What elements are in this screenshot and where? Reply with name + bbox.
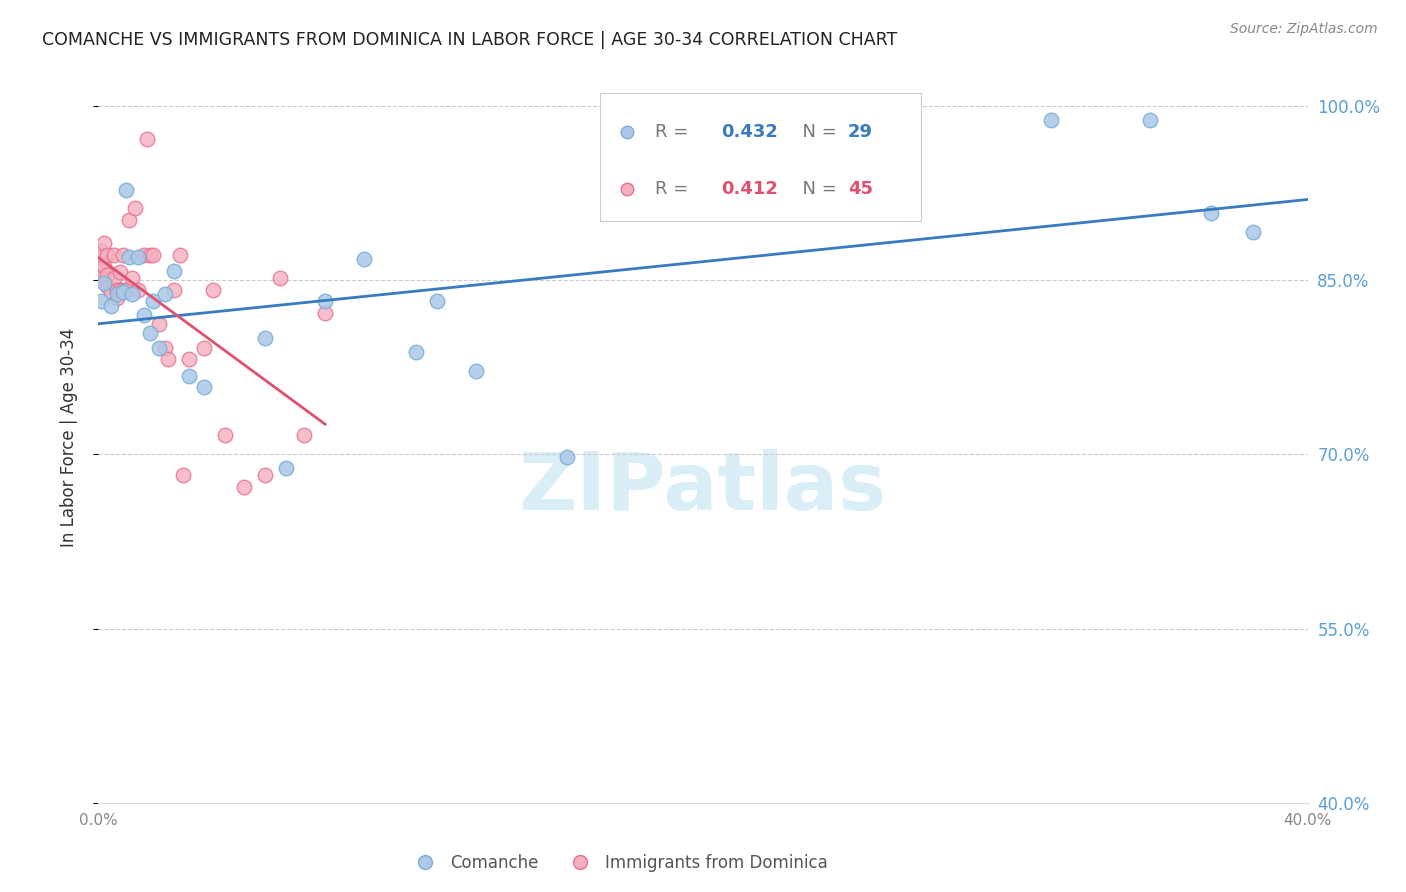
Point bbox=[90, 294, 112, 309]
Point bbox=[135, 131, 157, 145]
Text: R =: R = bbox=[655, 123, 693, 141]
Point bbox=[353, 252, 375, 267]
Point bbox=[1039, 113, 1062, 128]
Point bbox=[118, 250, 141, 264]
Point bbox=[105, 291, 128, 305]
Point bbox=[1241, 225, 1264, 239]
Point bbox=[139, 248, 162, 262]
Y-axis label: In Labor Force | Age 30-34: In Labor Force | Age 30-34 bbox=[59, 327, 77, 547]
Point bbox=[292, 427, 315, 442]
Point bbox=[111, 248, 134, 262]
Point bbox=[90, 244, 112, 259]
Point bbox=[314, 294, 336, 309]
Point bbox=[555, 450, 578, 464]
Point bbox=[148, 341, 170, 355]
Point bbox=[214, 427, 236, 442]
Point bbox=[1199, 206, 1222, 220]
Point bbox=[90, 260, 112, 274]
Text: R =: R = bbox=[655, 180, 693, 198]
Point bbox=[93, 260, 115, 274]
Text: 0.412: 0.412 bbox=[721, 180, 778, 198]
Point bbox=[172, 468, 194, 483]
Point bbox=[269, 271, 291, 285]
Point bbox=[93, 236, 115, 251]
Text: Source: ZipAtlas.com: Source: ZipAtlas.com bbox=[1230, 22, 1378, 37]
Point bbox=[90, 250, 112, 264]
Point bbox=[93, 273, 115, 287]
Point bbox=[124, 202, 146, 216]
Point bbox=[179, 368, 201, 383]
Point bbox=[108, 265, 131, 279]
Point bbox=[163, 283, 186, 297]
Point bbox=[111, 283, 134, 297]
Point bbox=[114, 183, 136, 197]
Point bbox=[132, 308, 155, 322]
Point bbox=[156, 352, 179, 367]
Point bbox=[426, 294, 449, 309]
Point bbox=[96, 268, 118, 282]
Point bbox=[142, 248, 165, 262]
Text: ZIPatlas: ZIPatlas bbox=[519, 450, 887, 527]
Text: 29: 29 bbox=[848, 123, 873, 141]
Point bbox=[142, 294, 165, 309]
Point bbox=[232, 480, 254, 494]
Point bbox=[105, 287, 128, 301]
Point bbox=[90, 260, 112, 274]
Point bbox=[202, 283, 225, 297]
Point bbox=[103, 248, 125, 262]
Point bbox=[100, 285, 122, 299]
Point bbox=[179, 352, 201, 367]
Point bbox=[121, 271, 143, 285]
Point bbox=[100, 299, 122, 313]
Point bbox=[153, 341, 176, 355]
Point bbox=[132, 248, 155, 262]
Point bbox=[1139, 113, 1161, 128]
Point bbox=[465, 364, 488, 378]
Text: N =: N = bbox=[792, 123, 842, 141]
Point bbox=[139, 326, 162, 340]
Point bbox=[93, 268, 115, 282]
Point bbox=[111, 285, 134, 299]
Point bbox=[96, 279, 118, 293]
Point bbox=[169, 248, 191, 262]
Text: N =: N = bbox=[792, 180, 842, 198]
Point bbox=[253, 331, 276, 345]
Point bbox=[90, 256, 112, 270]
Point bbox=[253, 468, 276, 483]
Point bbox=[103, 271, 125, 285]
Text: COMANCHE VS IMMIGRANTS FROM DOMINICA IN LABOR FORCE | AGE 30-34 CORRELATION CHAR: COMANCHE VS IMMIGRANTS FROM DOMINICA IN … bbox=[42, 31, 897, 49]
Point bbox=[274, 461, 297, 475]
Point bbox=[148, 318, 170, 332]
Point bbox=[127, 283, 149, 297]
Point bbox=[314, 306, 336, 320]
Point bbox=[93, 276, 115, 290]
Point bbox=[163, 264, 186, 278]
Point bbox=[105, 283, 128, 297]
Point bbox=[96, 248, 118, 262]
Point bbox=[108, 283, 131, 297]
Point bbox=[114, 283, 136, 297]
Point bbox=[121, 287, 143, 301]
Legend: Comanche, Immigrants from Dominica: Comanche, Immigrants from Dominica bbox=[402, 847, 835, 879]
Point bbox=[118, 213, 141, 227]
Text: 0.432: 0.432 bbox=[721, 123, 778, 141]
Point bbox=[193, 341, 215, 355]
Point bbox=[127, 250, 149, 264]
Point bbox=[193, 380, 215, 394]
FancyBboxPatch shape bbox=[600, 94, 921, 221]
Point bbox=[405, 345, 427, 359]
Point bbox=[153, 287, 176, 301]
Text: 45: 45 bbox=[848, 180, 873, 198]
